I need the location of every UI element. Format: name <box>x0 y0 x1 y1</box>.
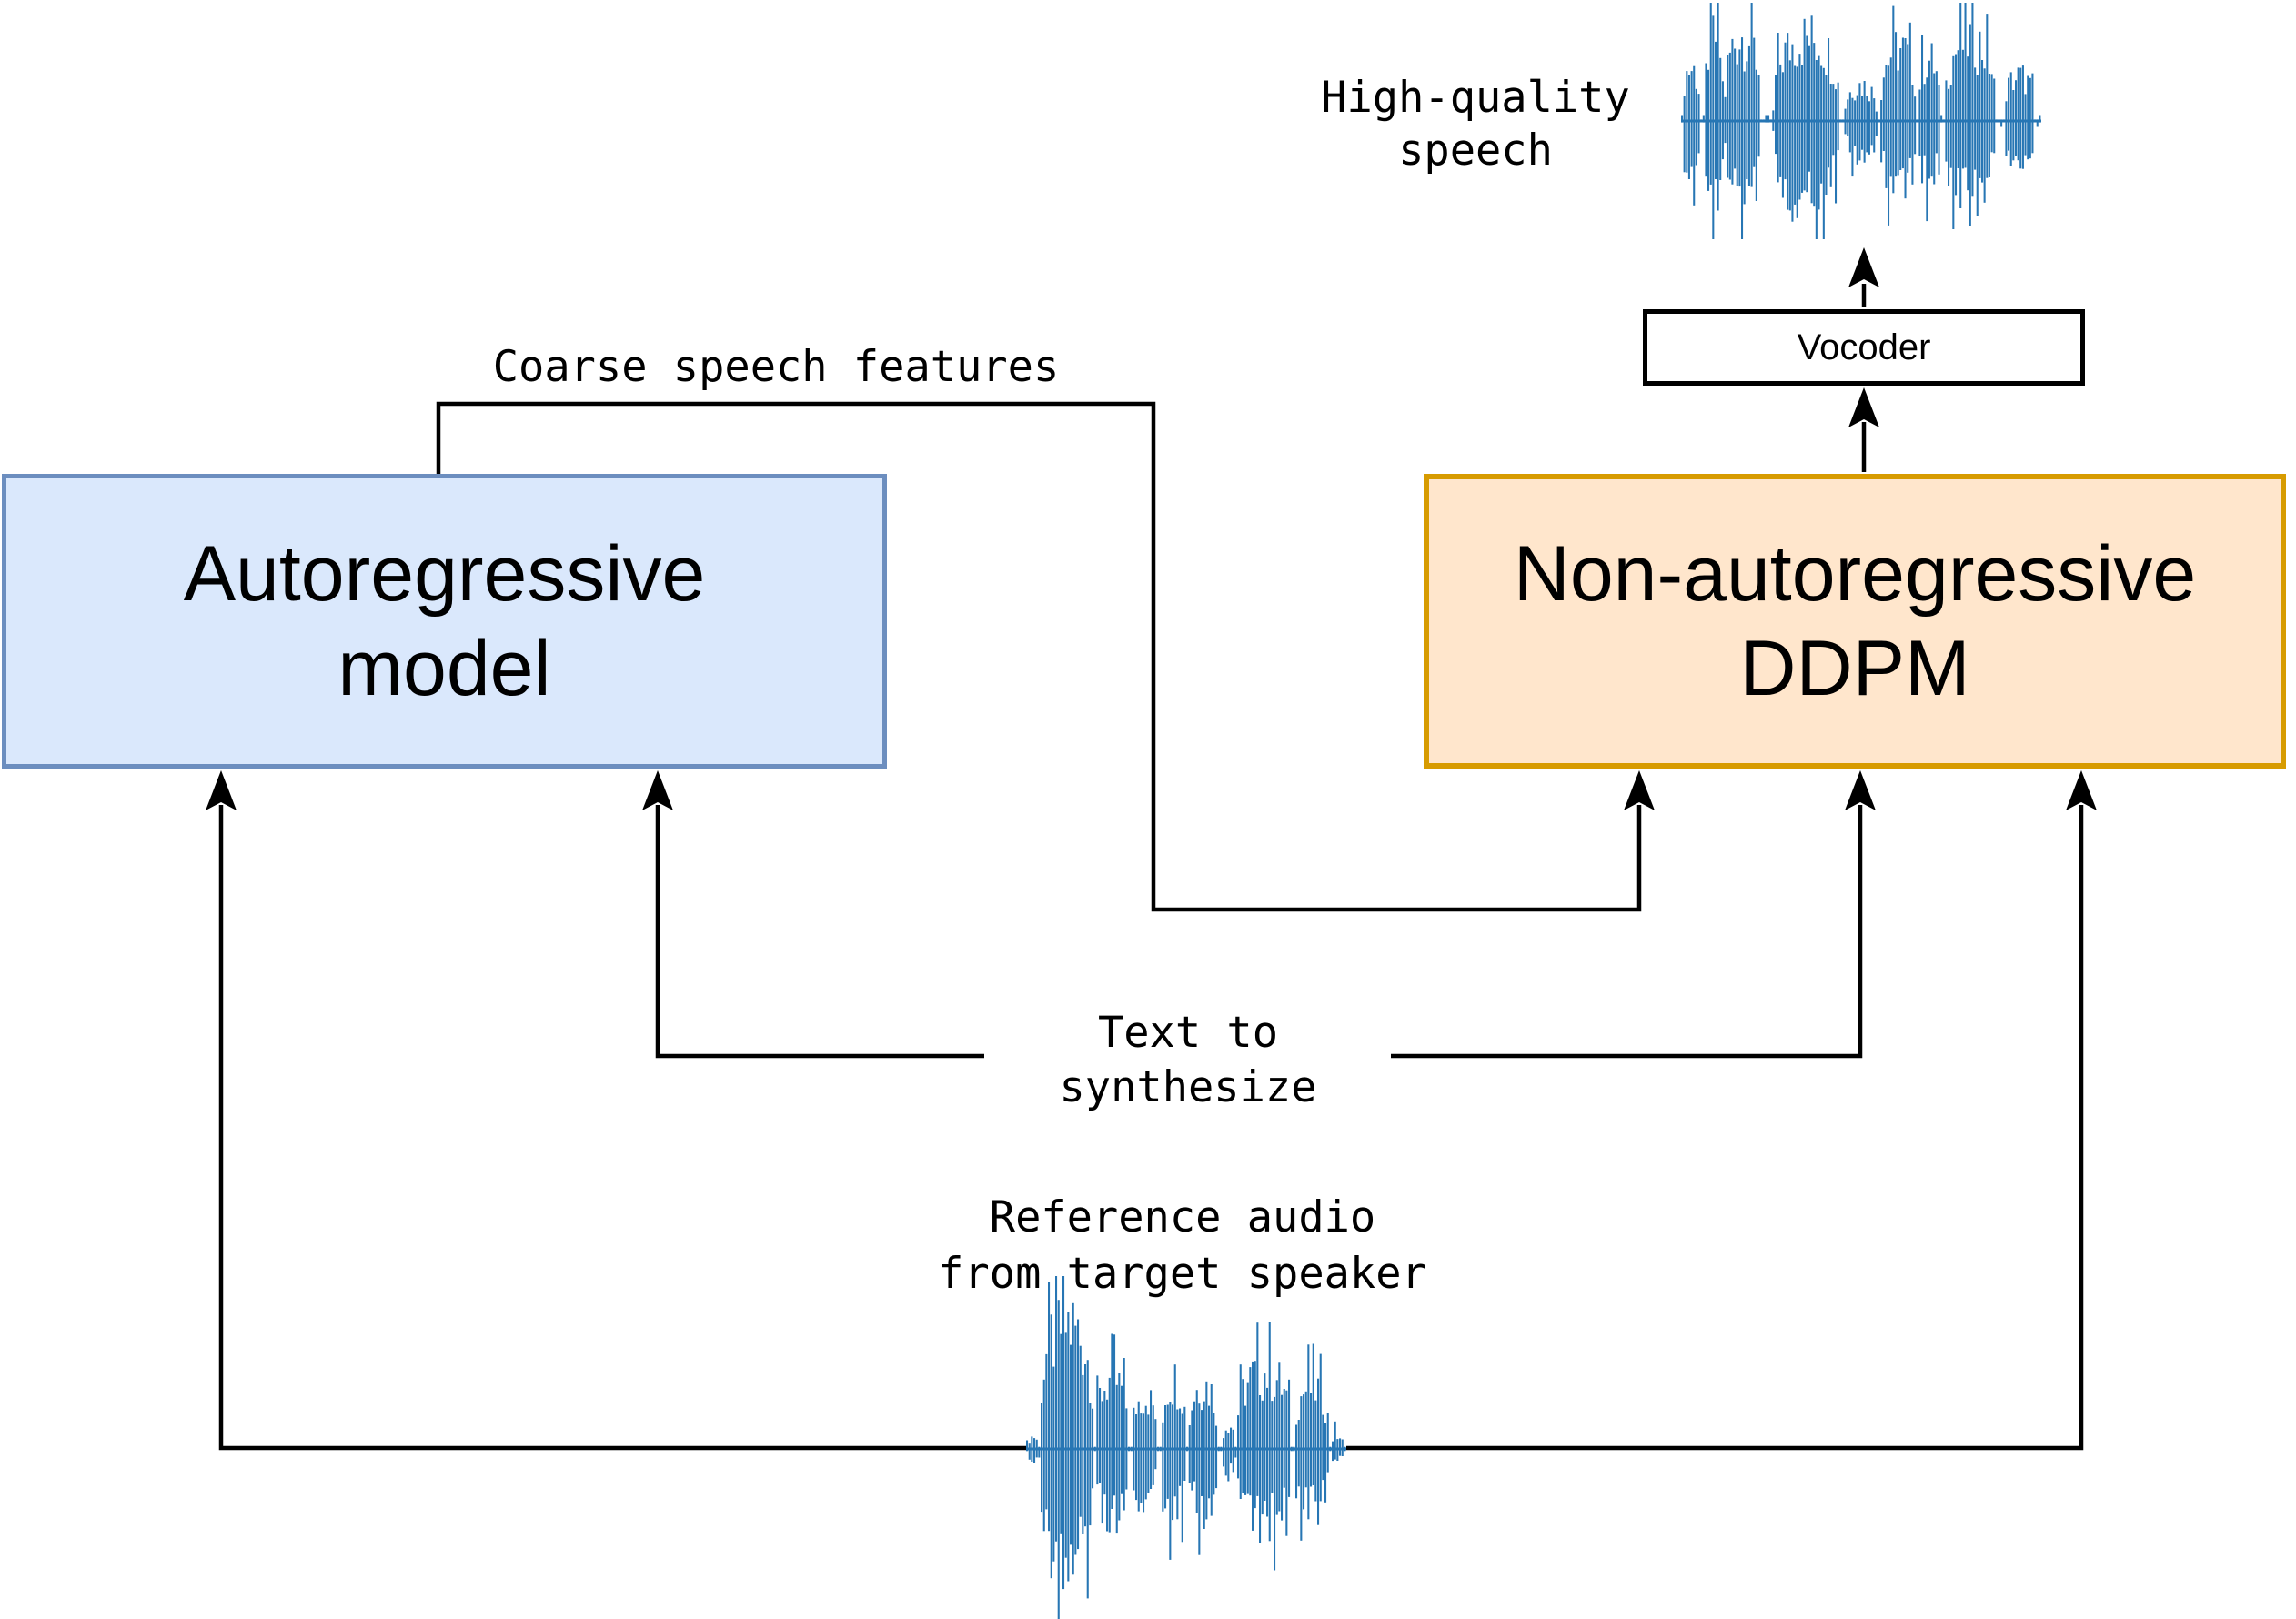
vocoder-label: Vocoder <box>1797 327 1931 367</box>
reference-audio-line2: from target speaker <box>938 1249 1427 1299</box>
high-quality-speech-line2: speech <box>1398 126 1553 176</box>
arrow-up-icon <box>206 770 237 810</box>
arrow-up-icon <box>642 770 673 810</box>
high-quality-speech-label: High-quality speech <box>1321 72 1630 177</box>
reference-audio-line1: Reference audio <box>989 1192 1376 1242</box>
arrow-up-icon <box>2066 770 2097 810</box>
ddpm-label-line1: Non-autoregressive <box>1513 530 2197 618</box>
coarse-speech-features-label: Coarse speech features <box>493 341 1060 394</box>
connector-reference-to-ddpm <box>1346 805 2084 1451</box>
autoregressive-model-label-line2: model <box>337 625 551 712</box>
high-quality-speech-line1: High-quality <box>1321 73 1630 123</box>
arrow-up-icon <box>1845 770 1876 810</box>
text-to-synthesize-line1: Text to <box>1097 1008 1279 1058</box>
text-to-synthesize-line2: synthesize <box>1059 1062 1317 1112</box>
reference-audio-label: Reference audio from target speaker <box>938 1190 1427 1302</box>
arrow-up-icon <box>1848 247 1879 287</box>
connector-text-to-ar <box>655 805 984 1059</box>
reference-audio-waveform <box>1026 1276 1346 1619</box>
arrow-up-icon <box>1848 387 1879 427</box>
connector-text-to-ddpm <box>1391 805 1863 1059</box>
output-speech-waveform <box>1681 3 2041 240</box>
coarse-speech-features-text: Coarse speech features <box>492 342 1060 392</box>
autoregressive-model-box: Autoregressive model <box>2 474 887 769</box>
ddpm-label-line2: DDPM <box>1739 625 1970 712</box>
connector-coarse-speech-features <box>436 401 1642 912</box>
connector-lines <box>218 284 2084 1451</box>
arrowhead-icons <box>206 247 2097 810</box>
vocoder-box: Vocoder <box>1643 309 2085 386</box>
autoregressive-model-label-line1: Autoregressive <box>183 530 706 618</box>
non-autoregressive-ddpm-box: Non-autoregressive DDPM <box>1424 474 2286 769</box>
arrow-up-icon <box>1624 770 1655 810</box>
text-to-synthesize-label: Text to synthesize <box>1060 1006 1317 1115</box>
connector-reference-to-ar <box>218 805 1026 1451</box>
